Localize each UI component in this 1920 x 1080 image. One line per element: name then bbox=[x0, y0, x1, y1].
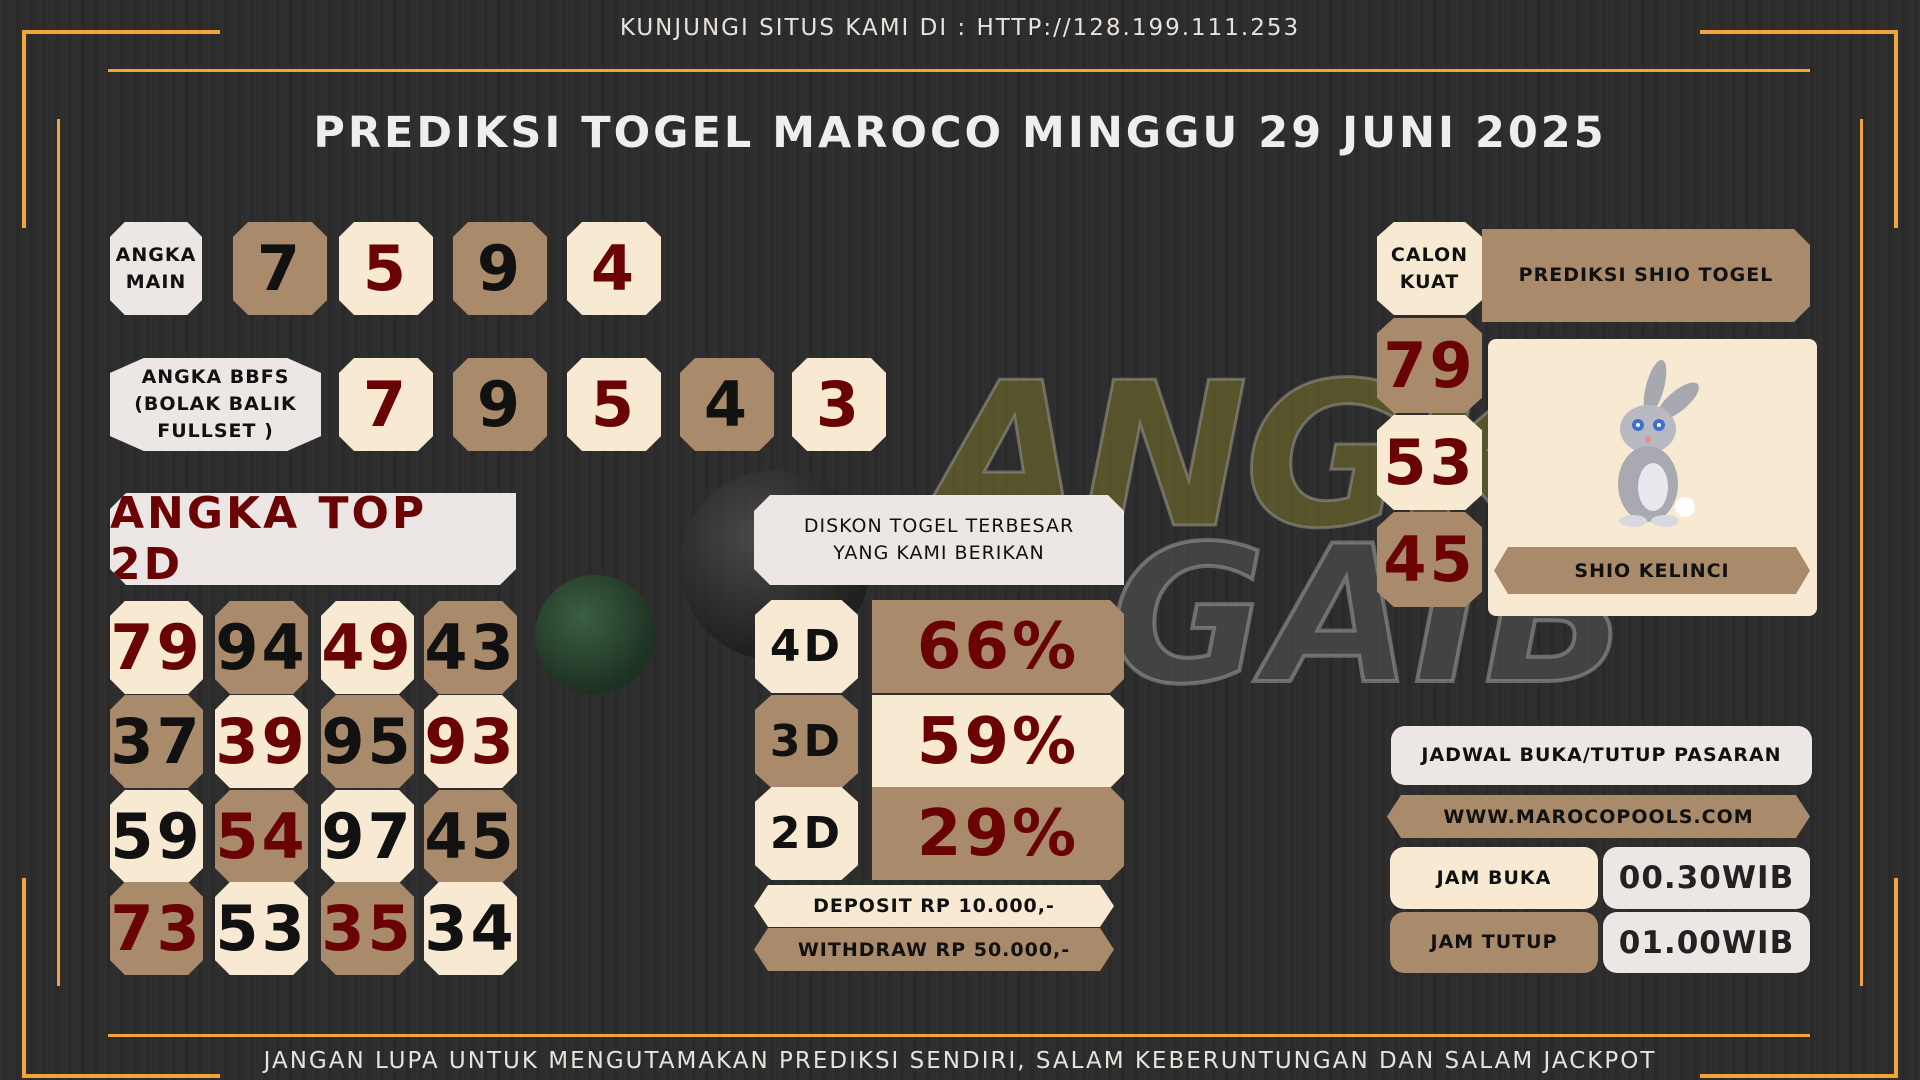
diskon-type-label: 2D bbox=[755, 787, 858, 880]
title-line: DISKON TOGEL TERBESAR bbox=[803, 515, 1075, 537]
bbfs-digit: 5 bbox=[567, 358, 661, 451]
bbfs-label: ANGKA BBFS (BOLAK BALIK FULLSET ) bbox=[110, 358, 321, 451]
shio-name: SHIO KELINCI bbox=[1494, 547, 1810, 594]
top-2d-number: 59 bbox=[110, 790, 203, 883]
label-line: ANGKA bbox=[115, 243, 197, 266]
top-2d-number: 95 bbox=[321, 695, 414, 788]
corner-tr-h bbox=[1700, 30, 1898, 34]
diskon-value: 66% bbox=[872, 600, 1124, 693]
top-2d-number: 34 bbox=[424, 882, 517, 975]
bbfs-digit: 7 bbox=[339, 358, 433, 451]
angka-main-label: ANGKA MAIN bbox=[110, 222, 202, 315]
angka-main-digit: 5 bbox=[339, 222, 433, 315]
billiard-ball-icon bbox=[535, 575, 655, 695]
top-2d-number: 45 bbox=[424, 790, 517, 883]
top-2d-number: 53 bbox=[215, 882, 308, 975]
corner-tl-h bbox=[22, 30, 220, 34]
diskon-title: DISKON TOGEL TERBESAR YANG KAMI BERIKAN bbox=[754, 495, 1124, 585]
label-line: (BOLAK BALIK bbox=[134, 393, 297, 415]
top-2d-number: 43 bbox=[424, 601, 517, 694]
diskon-value: 59% bbox=[872, 695, 1124, 788]
top-2d-title: ANGKA TOP 2D bbox=[110, 493, 516, 585]
jam-buka-label: JAM BUKA bbox=[1390, 847, 1598, 909]
angka-main-digit: 7 bbox=[233, 222, 327, 315]
angka-main-digit: 4 bbox=[567, 222, 661, 315]
jam-buka-value: 00.30WIB bbox=[1603, 847, 1810, 909]
top-2d-number: 39 bbox=[215, 695, 308, 788]
right-rail bbox=[1860, 119, 1863, 986]
website-link[interactable]: WWW.MAROCOPOOLS.COM bbox=[1387, 795, 1810, 838]
diskon-type-label: 3D bbox=[755, 695, 858, 788]
withdraw-info: WITHDRAW RP 50.000,- bbox=[754, 928, 1114, 971]
diskon-value: 29% bbox=[872, 787, 1124, 880]
top-2d-number: 54 bbox=[215, 790, 308, 883]
corner-tr-v bbox=[1894, 30, 1898, 228]
calon-kuat-label: CALON KUAT bbox=[1377, 222, 1482, 315]
top-divider bbox=[108, 69, 1810, 72]
left-rail bbox=[57, 119, 60, 986]
label-line: KUAT bbox=[1399, 270, 1460, 293]
corner-br-h bbox=[1700, 1074, 1898, 1078]
calon-kuat-number: 45 bbox=[1377, 512, 1482, 607]
bbfs-digit: 9 bbox=[453, 358, 547, 451]
title-line: YANG KAMI BERIKAN bbox=[833, 542, 1045, 564]
rabbit-icon bbox=[1618, 359, 1699, 527]
calon-kuat-number: 53 bbox=[1377, 415, 1482, 510]
label-line: FULLSET ) bbox=[157, 420, 274, 442]
corner-bl-v bbox=[22, 878, 26, 1078]
page-title: PREDIKSI TOGEL MAROCO MINGGU 29 JUNI 202… bbox=[313, 108, 1607, 158]
angka-main-digit: 9 bbox=[453, 222, 547, 315]
shio-header: PREDIKSI SHIO TOGEL bbox=[1482, 229, 1810, 322]
label-line: CALON bbox=[1390, 243, 1469, 266]
top-2d-number: 73 bbox=[110, 882, 203, 975]
top-2d-number: 97 bbox=[321, 790, 414, 883]
site-url-text: KUNJUNGI SITUS KAMI DI : HTTP://128.199.… bbox=[619, 15, 1301, 41]
bottom-divider bbox=[108, 1034, 1810, 1037]
corner-bl-h bbox=[22, 1074, 220, 1078]
top-2d-number: 79 bbox=[110, 601, 203, 694]
jam-tutup-value: 01.00WIB bbox=[1603, 912, 1810, 973]
corner-br-v bbox=[1894, 878, 1898, 1078]
label-line: ANGKA BBFS bbox=[141, 366, 290, 388]
diskon-type-label: 4D bbox=[755, 600, 858, 693]
bbfs-digit: 3 bbox=[792, 358, 886, 451]
top-2d-number: 93 bbox=[424, 695, 517, 788]
deposit-info: DEPOSIT RP 10.000,- bbox=[754, 885, 1114, 927]
top-2d-number: 94 bbox=[215, 601, 308, 694]
footer-text: JANGAN LUPA UNTUK MENGUTAMAKAN PREDIKSI … bbox=[263, 1048, 1657, 1074]
top-2d-number: 37 bbox=[110, 695, 203, 788]
bbfs-digit: 4 bbox=[680, 358, 774, 451]
top-2d-number: 35 bbox=[321, 882, 414, 975]
corner-tl-v bbox=[22, 30, 26, 228]
label-line: MAIN bbox=[125, 270, 187, 293]
top-2d-number: 49 bbox=[321, 601, 414, 694]
jam-tutup-label: JAM TUTUP bbox=[1390, 912, 1598, 973]
calon-kuat-number: 79 bbox=[1377, 318, 1482, 413]
jadwal-title: JADWAL BUKA/TUTUP PASARAN bbox=[1391, 726, 1812, 785]
